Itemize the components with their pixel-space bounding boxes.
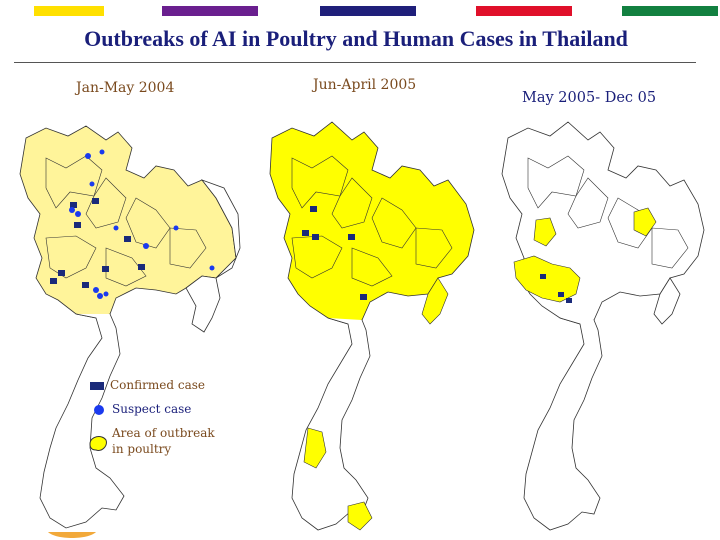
thailand-outline-2004 bbox=[19, 125, 241, 529]
title-divider bbox=[14, 62, 696, 63]
header-bar-navy bbox=[320, 6, 416, 16]
legend-suspect-label: Suspect case bbox=[112, 402, 192, 416]
confirmed-markers-2004 bbox=[50, 198, 145, 288]
thailand-outline-2005-dec bbox=[501, 121, 705, 531]
map-jan-may-2004 bbox=[19, 125, 241, 529]
outbreak-area-swatch-icon bbox=[89, 436, 107, 451]
header-bar-yellow bbox=[34, 6, 104, 16]
map-jun-apr-2005 bbox=[269, 121, 475, 531]
panel-label-2005-dec: May 2005- Dec 05 bbox=[522, 90, 657, 106]
decorative-wedge bbox=[48, 532, 96, 538]
suspect-markers-2004 bbox=[69, 149, 215, 299]
map-may-dec-2005 bbox=[501, 121, 705, 531]
legend-area-label-line2: in poultry bbox=[112, 442, 172, 456]
page-title: Outbreaks of AI in Poultry and Human Cas… bbox=[84, 26, 628, 51]
legend-confirmed-label: Confirmed case bbox=[110, 378, 205, 392]
header-bar-green bbox=[622, 6, 718, 16]
suspect-case-swatch-icon bbox=[94, 405, 104, 415]
confirmed-case-swatch-icon bbox=[90, 382, 104, 390]
panel-label-2004: Jan-May 2004 bbox=[76, 80, 175, 96]
thailand-outline-2005 bbox=[269, 121, 475, 531]
confirmed-markers-2005-dec bbox=[540, 274, 572, 303]
header-bar-red bbox=[476, 6, 572, 16]
legend: Confirmed case Suspect case Area of outb… bbox=[86, 372, 246, 472]
confirmed-markers-2005 bbox=[302, 206, 367, 300]
header-bar-purple bbox=[162, 6, 258, 16]
legend-area-label-line1: Area of outbreak bbox=[112, 426, 215, 440]
panel-label-2005: Jun-April 2005 bbox=[313, 77, 417, 93]
